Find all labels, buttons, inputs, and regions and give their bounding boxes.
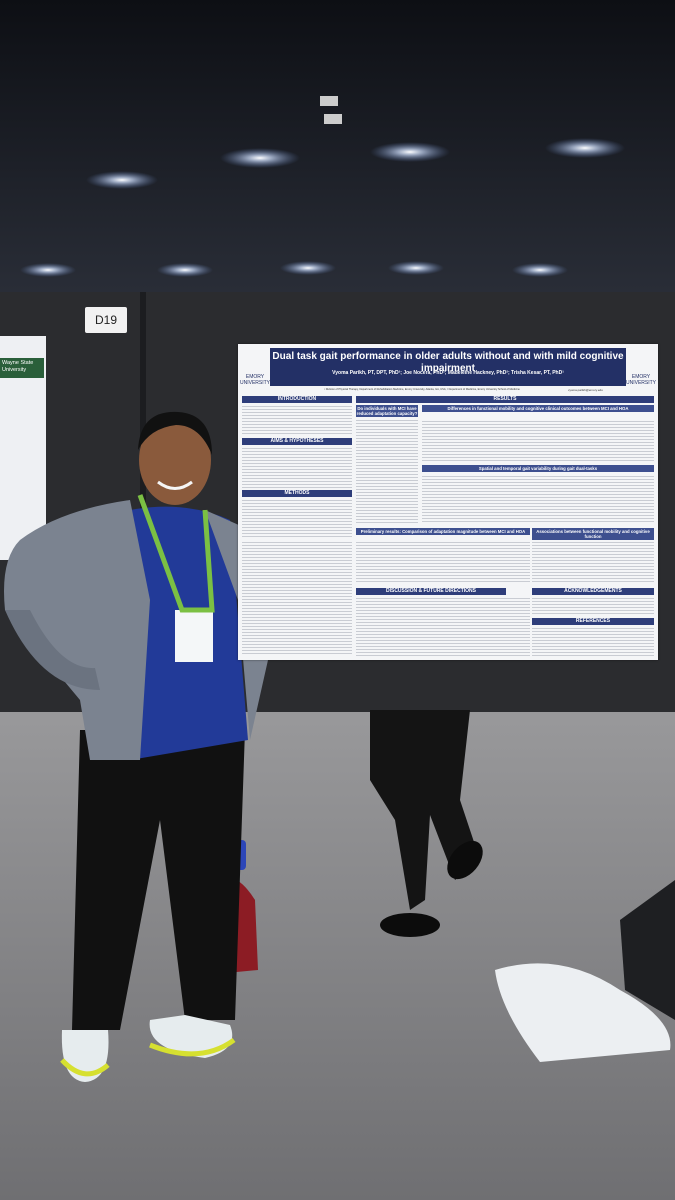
poster-email: vyoma.parikh@emory.edu (568, 388, 603, 392)
section-header: RESULTS (356, 396, 654, 403)
poster-block (242, 404, 352, 436)
ceiling-lights (20, 96, 625, 277)
neighbor-poster-logo: Wayne State University (0, 358, 44, 378)
poster-block (356, 418, 418, 524)
chair (620, 880, 675, 1020)
poster-affiliations: ¹ Division of Physical Therapy, Departme… (324, 388, 520, 391)
section-header: ACKNOWLEDGEMENTS (532, 588, 654, 595)
poster-block (532, 540, 654, 584)
section-header: REFERENCES (532, 618, 654, 625)
presenter (4, 411, 348, 1082)
panel-header: Differences in functional mobility and c… (422, 405, 654, 412)
section-header: METHODS (242, 490, 352, 497)
section-header: AIMS & HYPOTHESES (242, 438, 352, 445)
section-header: INTRODUCTION (242, 396, 352, 403)
logo-right: EMORY UNIVERSITY (626, 374, 657, 386)
white-bag (495, 963, 671, 1062)
poster-block (532, 596, 654, 616)
poster-block (532, 626, 654, 656)
poster-block (356, 540, 530, 584)
panel-header: Associations between functional mobility… (532, 528, 654, 540)
logo-left: EMORY UNIVERSITY (240, 374, 271, 386)
poster-block (242, 446, 352, 488)
poster-block (422, 474, 654, 524)
poster-block (422, 419, 654, 463)
poster: EMORY UNIVERSITY EMORY UNIVERSITY Dual t… (238, 344, 658, 660)
booth-label: D19 (85, 307, 127, 333)
panel-header: Preliminary results: Comparison of adapt… (356, 528, 530, 535)
poster-block (356, 596, 530, 656)
section-header: DISCUSSION & FUTURE DIRECTIONS (356, 588, 506, 595)
passerby (370, 710, 483, 937)
panel-header: Spatial and temporal gait variability du… (422, 465, 654, 472)
panel-header: Do individuals with MCI have reduced ada… (356, 405, 418, 417)
poster-block (242, 540, 352, 656)
poster-block (242, 498, 352, 538)
poster-title: Dual task gait performance in older adul… (270, 348, 626, 386)
poster-authors: Vyoma Parikh, PT, DPT, PhD¹; Joe Nocera,… (332, 370, 564, 376)
